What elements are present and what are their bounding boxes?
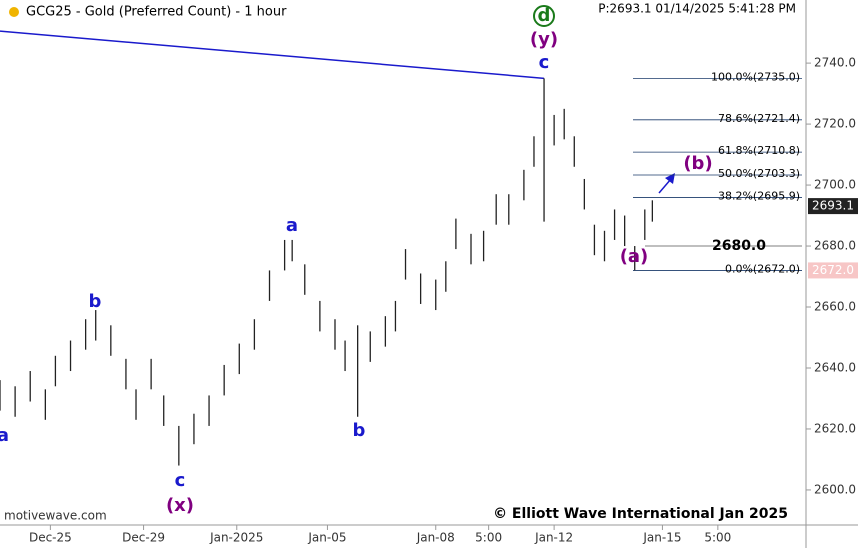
- wave-label: (x): [166, 495, 194, 516]
- trendline: [0, 30, 545, 80]
- wave-label: a: [0, 425, 9, 446]
- x-tick-label: Dec-29: [122, 531, 165, 545]
- y-tick-label: 2640.0: [814, 360, 856, 374]
- symbol-dot: [9, 7, 19, 17]
- fib-label: 0.0%(2672.0): [725, 262, 800, 275]
- price-tag: [808, 198, 858, 215]
- x-tick-label: Jan-05: [307, 531, 346, 545]
- x-tick-label: Jan-08: [416, 531, 455, 545]
- wave-label: d: [538, 5, 551, 26]
- price-tag-label: 2672.0: [812, 263, 854, 277]
- watermark: motivewave.com: [4, 509, 107, 523]
- y-tick-label: 2600.0: [814, 482, 856, 496]
- wave-label: (b): [683, 153, 712, 174]
- y-tick-label: 2660.0: [814, 300, 856, 314]
- fib-label: 78.6%(2721.4): [718, 112, 800, 125]
- wave-circle: [533, 5, 555, 27]
- fib-label: 38.2%(2695.9): [718, 190, 800, 203]
- price-tag-label: 2693.1: [812, 199, 854, 213]
- x-tick-label: 5:00: [704, 531, 731, 545]
- y-tick-label: 2620.0: [814, 421, 856, 435]
- y-tick-label: 2740.0: [814, 56, 856, 70]
- x-tick-label: Dec-25: [29, 531, 72, 545]
- fib-label: 100.0%(2735.0): [711, 70, 800, 83]
- wave-label: b: [89, 291, 102, 312]
- fib-label: 50.0%(2703.3): [718, 167, 800, 180]
- y-tick-label: 2680.0: [814, 239, 856, 253]
- x-tick-label: 5:00: [475, 531, 502, 545]
- x-tick-label: Jan-2025: [209, 531, 263, 545]
- wave-label: (y): [530, 29, 558, 50]
- fib-label: 61.8%(2710.8): [718, 144, 800, 157]
- x-tick-label: Jan-12: [534, 531, 573, 545]
- x-tick-label: Jan-15: [642, 531, 681, 545]
- credit: © Elliott Wave International Jan 2025: [493, 506, 788, 522]
- arrow: [658, 178, 672, 194]
- wave-label: b: [353, 420, 366, 441]
- price-info: P:2693.1 01/14/2025 5:41:28 PM: [598, 2, 796, 16]
- wave-label: c: [175, 470, 186, 491]
- y-tick-label: 2700.0: [814, 178, 856, 192]
- arrow-head: [665, 173, 675, 184]
- chart-title: GCG25 - Gold (Preferred Count) - 1 hour: [26, 5, 287, 20]
- level-label: 2680.0: [712, 238, 766, 254]
- wave-label: c: [539, 52, 550, 73]
- wave-label: a: [286, 215, 298, 236]
- wave-label: (a): [620, 246, 649, 267]
- price-tag: [808, 262, 858, 279]
- y-tick-label: 2720.0: [814, 117, 856, 131]
